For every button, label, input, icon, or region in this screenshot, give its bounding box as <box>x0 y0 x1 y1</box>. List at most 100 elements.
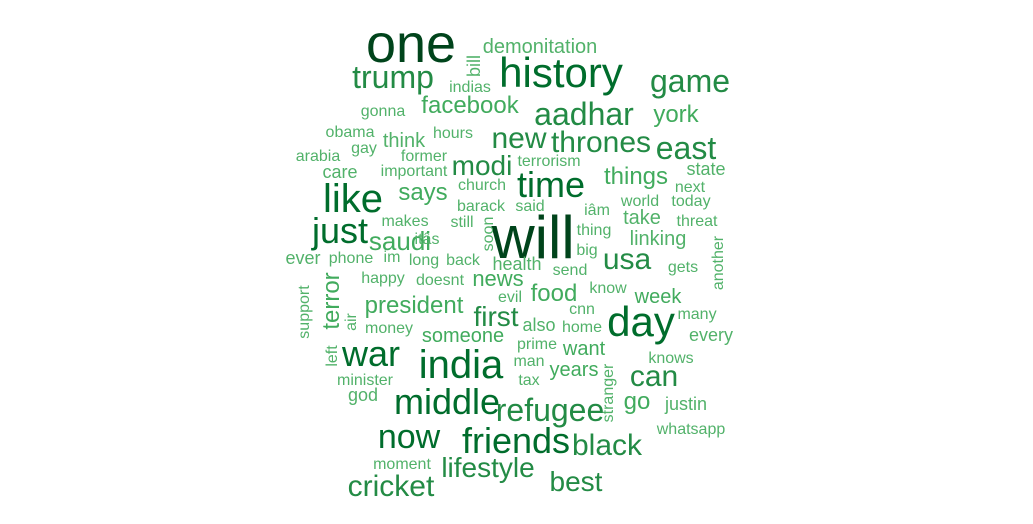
word-health: health <box>492 254 542 274</box>
word-minister: minister <box>336 372 394 389</box>
word-will: will <box>491 204 575 271</box>
word-send: send <box>552 262 588 279</box>
word-says: says <box>398 179 448 206</box>
word-tax: tax <box>518 372 540 389</box>
word-threat: threat <box>676 213 718 230</box>
word-day: day <box>607 298 675 345</box>
word-modi: modi <box>451 150 513 181</box>
word-years: years <box>549 359 599 381</box>
word-former: former <box>400 148 448 165</box>
word-someone: someone <box>421 325 505 347</box>
word-lifestyle: lifestyle <box>441 452 535 483</box>
word-east: east <box>655 130 717 166</box>
word-game: game <box>649 63 731 99</box>
word-news: news <box>472 266 524 291</box>
word-im: im <box>383 249 401 266</box>
word-indias: indias <box>449 79 491 96</box>
word-it-s: itâs <box>414 231 440 248</box>
word-still: still <box>450 214 474 231</box>
word-obama: obama <box>325 124 375 141</box>
word-happy: happy <box>361 270 405 287</box>
word-friends: friends <box>461 420 571 461</box>
word-barack: barack <box>456 198 506 215</box>
word-now: now <box>377 418 441 456</box>
word-gonna: gonna <box>360 103 406 120</box>
word-long: long <box>408 252 440 269</box>
word-cnn: cnn <box>569 301 595 318</box>
word-air: air <box>343 313 360 331</box>
word-food: food <box>530 280 578 307</box>
word-black: black <box>571 429 643 462</box>
word-justin: justin <box>664 394 708 414</box>
word-just: just <box>311 210 369 251</box>
word-also: also <box>522 315 556 335</box>
word-moment: moment <box>373 456 431 473</box>
word-can: can <box>629 360 679 393</box>
word-back: back <box>446 252 480 269</box>
word-president: president <box>364 292 464 319</box>
word-thing: thing <box>576 222 612 239</box>
word-middle: middle <box>393 381 501 422</box>
word-want: want <box>562 338 606 360</box>
word-usa: usa <box>602 243 652 276</box>
word-money: money <box>364 320 414 337</box>
word-another: another <box>710 235 727 291</box>
word-terrorism: terrorism <box>517 153 581 170</box>
word-new: new <box>491 122 547 155</box>
word-gets: gets <box>667 259 699 276</box>
word-whatsapp: whatsapp <box>656 421 726 438</box>
word-history: history <box>499 49 623 96</box>
word-left: left <box>324 345 341 367</box>
word-ever: ever <box>285 248 321 268</box>
word-world: world <box>620 193 660 210</box>
word-hours: hours <box>432 125 474 142</box>
word-time: time <box>516 164 586 205</box>
word-take: take <box>623 207 661 229</box>
word-trump: trump <box>352 59 434 95</box>
word-india: india <box>418 343 504 387</box>
word-things: things <box>603 163 669 190</box>
word-week: week <box>634 286 682 308</box>
word-war: war <box>341 333 401 374</box>
word-said: said <box>515 198 545 215</box>
word-bill: bill <box>464 54 484 78</box>
word-facebook: facebook <box>421 92 519 119</box>
word-one: one <box>365 14 457 74</box>
word-home: home <box>561 319 603 336</box>
word-phone: phone <box>328 250 374 267</box>
word-stranger: stranger <box>600 363 617 423</box>
word-like: like <box>322 177 384 221</box>
word-doesnt: doesnt <box>415 272 465 289</box>
word-knows: knows <box>648 350 694 367</box>
word-first: first <box>473 301 519 332</box>
word-best: best <box>549 466 603 497</box>
word-next: next <box>674 179 706 196</box>
word-prime: prime <box>516 336 558 353</box>
word-every: every <box>688 325 734 345</box>
word-thrones: thrones <box>550 126 652 159</box>
word-today: today <box>671 193 711 210</box>
word-refugee: refugee <box>495 392 605 428</box>
word-demonitation: demonitation <box>482 36 598 58</box>
word-think: think <box>382 130 426 152</box>
word-god: god <box>347 385 379 405</box>
word-many: many <box>677 306 717 323</box>
word-gay: gay <box>351 140 377 157</box>
word-terror: terror <box>318 272 345 330</box>
word-care: care <box>322 162 358 182</box>
word-evil: evil <box>497 289 523 306</box>
word-saudi: saudi <box>368 226 432 256</box>
word-arabia: arabia <box>295 148 341 165</box>
word-aadhar: aadhar <box>534 96 634 132</box>
word-know: know <box>589 280 627 297</box>
word-linking: linking <box>629 228 687 250</box>
word-i-m: iâm <box>584 202 610 219</box>
word-big: big <box>576 242 598 259</box>
word-cricket: cricket <box>347 470 435 503</box>
word-church: church <box>457 177 507 194</box>
word-support: support <box>296 285 313 339</box>
word-important: important <box>380 163 448 180</box>
word-go: go <box>623 388 651 415</box>
word-york: york <box>653 101 699 128</box>
